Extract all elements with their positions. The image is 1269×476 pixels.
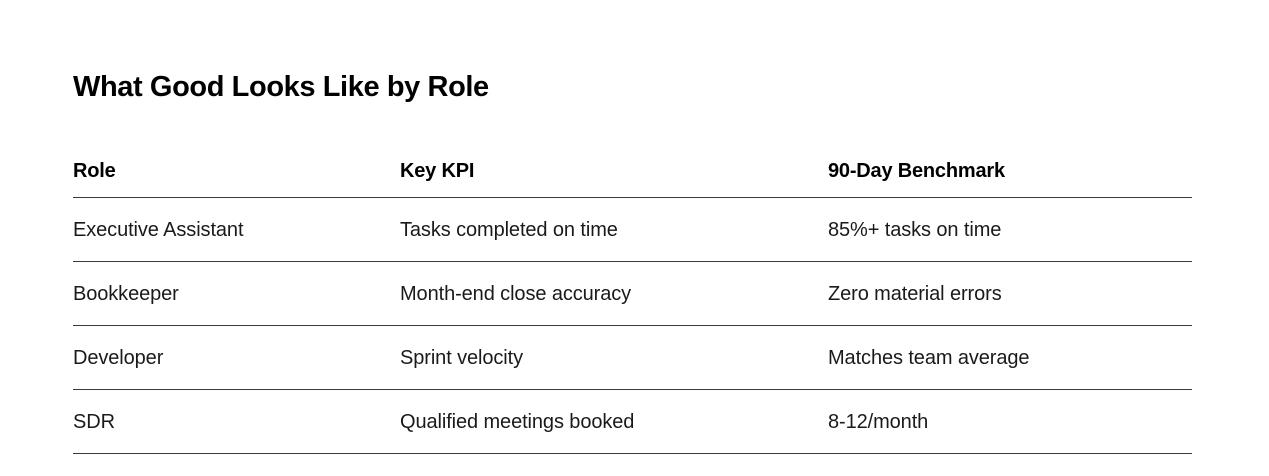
cell-kpi: Tasks completed on time [400,197,828,262]
cell-benchmark: 85%+ tasks on time [828,197,1192,262]
cell-role: Developer [73,325,400,390]
cell-role: Bookkeeper [73,261,400,326]
table-row: Executive Assistant Tasks completed on t… [73,197,1192,262]
table-row: Bookkeeper Month-end close accuracy Zero… [73,261,1192,326]
table-header: Role Key KPI 90-Day Benchmark [73,102,1192,198]
page-title: What Good Looks Like by Role [73,71,489,103]
kpi-benchmark-table: Role Key KPI 90-Day Benchmark Executive … [73,102,1192,454]
cell-benchmark: Zero material errors [828,261,1192,326]
cell-kpi: Month-end close accuracy [400,261,828,326]
column-header-key-kpi: Key KPI [400,102,828,198]
cell-kpi: Qualified meetings booked [400,389,828,454]
column-header-role: Role [73,102,400,198]
cell-role: SDR [73,389,400,454]
table-body: Executive Assistant Tasks completed on t… [73,197,1192,454]
cell-kpi: Sprint velocity [400,325,828,390]
column-header-benchmark: 90-Day Benchmark [828,102,1192,198]
article-section: What Good Looks Like by Role Role Key KP… [73,72,1192,454]
table-row: Developer Sprint velocity Matches team a… [73,325,1192,390]
cell-role: Executive Assistant [73,197,400,262]
table-row: SDR Qualified meetings booked 8-12/month [73,389,1192,454]
table-header-row: Role Key KPI 90-Day Benchmark [73,102,1192,198]
cell-benchmark: 8-12/month [828,389,1192,454]
cell-benchmark: Matches team average [828,325,1192,390]
